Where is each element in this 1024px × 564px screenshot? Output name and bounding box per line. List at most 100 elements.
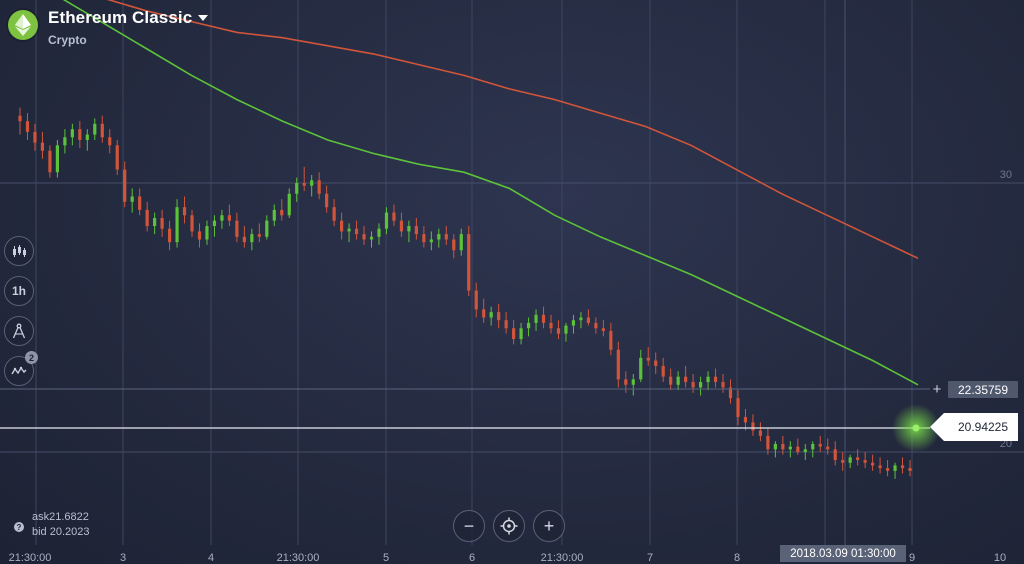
candle-body [878,465,882,469]
candle-body [863,460,867,463]
candle [833,441,837,466]
candle-body [736,398,740,418]
candle-body [631,379,635,385]
chart-type-button[interactable] [4,236,34,266]
candle-body [108,137,112,146]
candle [444,226,448,245]
candle [848,454,852,469]
price-lines [0,388,940,452]
candlestick-icon [13,245,26,257]
candle-body [818,443,822,447]
candle [325,185,329,213]
candle [115,139,119,175]
candle-body [833,449,837,461]
candle-body [459,234,463,251]
candle [138,188,142,216]
candle [399,212,404,237]
candle [93,118,97,140]
timeframe-button[interactable]: 1h [4,276,34,306]
candle-body [616,349,620,380]
candle [145,201,149,232]
candle [332,199,336,227]
y-tick-label: 20 [1000,438,1012,450]
candle [841,452,845,471]
ethereum-classic-logo-icon [8,10,38,40]
candle [871,454,875,471]
candle [601,320,605,337]
candle [190,209,194,237]
chart-toolbar: 1h 2 [4,236,38,396]
candle [422,226,426,248]
candle [160,209,164,237]
candle [130,188,134,213]
x-tick-label: 8 [734,552,740,564]
candle [197,223,202,248]
candle [818,435,822,452]
candle [698,376,703,396]
candle [437,228,441,248]
candle [70,123,74,146]
candle [474,282,478,318]
candle [467,226,471,296]
candle [773,441,777,458]
candle [265,215,269,240]
candle [108,129,112,154]
candle [519,322,523,345]
candle-body [654,360,658,366]
candle [280,199,284,221]
candle [220,209,224,229]
candle-body [115,145,119,170]
candle-body [369,236,374,240]
candle [347,223,351,243]
candle [212,215,217,237]
recenter-button[interactable] [493,510,525,542]
candle [654,352,658,374]
candle-body [205,226,209,240]
candle-body [100,123,104,138]
asset-header: Ethereum Classic Crypto [8,8,209,47]
candle-body [811,443,815,450]
y-tick-label: 30 [1000,169,1012,181]
candle [639,349,643,383]
drawing-tools-button[interactable] [4,316,34,346]
candle-body [646,357,650,361]
candle-body [758,430,763,436]
candle-body [669,376,673,385]
asset-title[interactable]: Ethereum Classic [48,8,193,27]
candle [18,107,22,135]
asset-selector[interactable]: Ethereum Classic [48,8,209,28]
candle [272,204,276,227]
candle [295,177,299,202]
candle [497,304,501,329]
candle [40,131,45,159]
candle-body [63,137,67,146]
candle-body [579,317,583,321]
candle [452,234,456,259]
candle [339,212,344,240]
candle-body [437,234,441,240]
candle [33,123,37,151]
candle [781,435,785,455]
help-icon[interactable]: ? [14,522,24,532]
x-tick-label: 10 [994,552,1006,564]
candle-body [280,209,284,216]
current-price-dot [912,424,920,432]
candle [482,298,486,323]
add-alert-plus-icon[interactable]: + [932,380,942,398]
zoom-out-button[interactable]: − [453,510,485,542]
candle-body [220,215,224,221]
timeframe-label: 1h [11,284,26,298]
candle-body [826,446,830,450]
moving-averages [62,0,919,386]
candle-body [145,209,149,227]
candle [706,371,710,391]
candle [788,441,792,458]
candle-body [414,226,418,235]
candle [182,196,187,224]
zoom-in-button[interactable]: + [533,510,565,542]
candle [63,129,67,154]
candle [100,115,104,143]
indicators-button[interactable]: 2 [4,351,38,386]
caret-down-icon[interactable] [198,15,209,21]
